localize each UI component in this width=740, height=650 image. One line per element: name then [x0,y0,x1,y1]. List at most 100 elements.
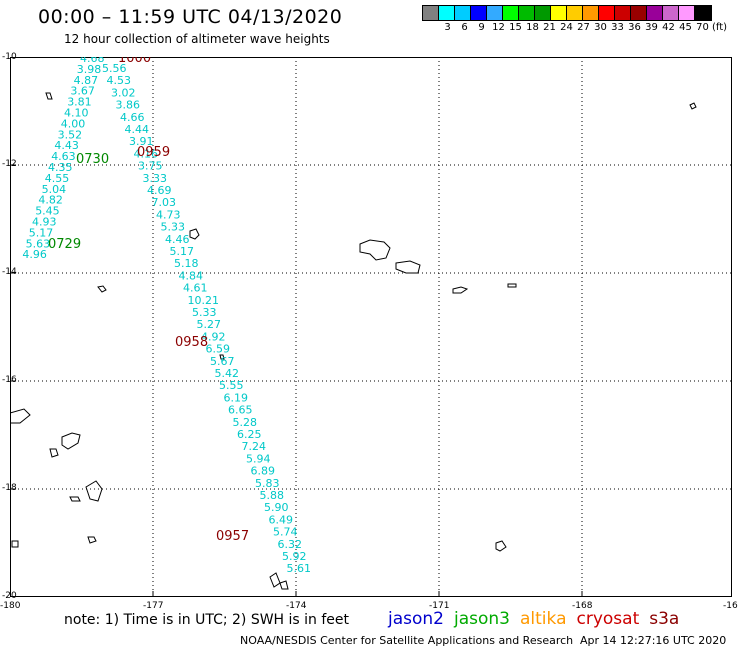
wave-height-value: 6.32 [278,538,303,551]
island-outline [10,408,31,424]
wave-height-value: 5.56 [102,62,127,75]
wave-height-value: 5.88 [260,489,285,502]
wave-height-value: 5.33 [192,306,217,319]
wave-height-value: 4.53 [107,74,132,87]
colorbar-label: 36 [628,22,641,33]
colorbar-legend [422,5,712,21]
wave-height-value: 5.90 [264,501,289,514]
colorbar-swatch [455,6,471,20]
colorbar-label: 42 [662,22,675,33]
credit-line: NOAA/NESDIS Center for Satellite Applica… [240,634,574,647]
pass-time-label: 0729 [48,237,81,252]
colorbar-swatch [663,6,679,20]
wave-height-value: 6.89 [251,465,276,478]
wave-height-value: 5.17 [29,226,54,239]
colorbar-label: 70 [696,22,709,33]
wave-height-value: 4.96 [22,248,47,261]
island-outline [495,540,507,552]
wave-height-value: 6.59 [206,343,231,356]
colorbar-swatch [503,6,519,20]
wave-height-value: 5.63 [26,237,51,250]
wave-height-value: 5.83 [255,477,280,490]
colorbar-label: (ft) [711,22,728,33]
lon-label: -174 [286,601,307,611]
wave-height-value: 5.33 [161,221,186,234]
lat-label: -18 [2,483,17,493]
colorbar-swatch [615,6,631,20]
lat-label: -14 [2,267,17,277]
wave-height-value: 4.55 [45,172,70,185]
wave-height-value: 5.74 [273,526,298,539]
wave-height-value: 3.75 [138,160,163,173]
wave-height-value: 4.00 [61,117,86,130]
colorbar-label: 24 [560,22,573,33]
generation-timestamp: Apr 14 12:27:16 UTC 2020 [580,634,727,647]
wave-height-value: 5.94 [246,452,271,465]
wave-height-value: 3.91 [129,135,154,148]
colorbar-swatch [439,6,455,20]
lon-label: -168 [572,601,593,611]
lat-label: -16 [2,375,17,385]
island-outline [49,448,59,458]
satellite-legend: jason2 jason3 altika cryosat s3a [388,609,679,629]
page-subtitle: 12 hour collection of altimeter wave hei… [64,32,330,46]
wave-height-value: 4.66 [120,111,145,124]
wave-height-value: 6.65 [228,404,253,417]
wave-height-value: 5.28 [233,416,258,429]
island-outline [87,536,97,544]
colorbar-swatch [471,6,487,20]
island-outline [452,286,469,294]
lon-label: -16 [723,601,738,611]
wave-height-value: 3.02 [111,86,136,99]
colorbar-swatch [535,6,551,20]
wave-height-value: 4.44 [125,123,150,136]
wave-height-value: 4.68 [80,57,105,65]
wave-height-value: 4.73 [156,208,181,221]
wave-height-value: 5.17 [170,245,195,258]
wave-height-value: 5.92 [282,550,307,563]
lat-label: -20 [2,591,17,601]
colorbar-label: 12 [492,22,505,33]
page-title: 00:00 – 11:59 UTC 04/13/2020 [38,6,343,28]
island-outline [395,260,421,274]
lon-label: -171 [429,601,450,611]
wave-height-value: 5.55 [219,379,244,392]
wave-height-value: 3.81 [67,96,92,109]
wave-height-value: 6.49 [269,513,294,526]
wave-height-value: 10.21 [188,294,220,307]
colorbar-label: 30 [594,22,607,33]
pass-time-label: 0730 [76,152,109,167]
colorbar-swatch [519,6,535,20]
colorbar-label [422,22,439,33]
island-outline [85,480,103,502]
island-outline [269,572,281,588]
wave-height-value: 3.86 [116,99,141,112]
island-outline [69,496,81,502]
wave-height-value: 4.10 [64,107,89,120]
wave-height-value: 4.93 [32,216,57,229]
wave-height-value: 4.63 [51,150,75,163]
satellite-jason3: jason3 [454,609,510,629]
wave-height-value: 3.52 [58,128,83,141]
colorbar-swatch [647,6,663,20]
wave-height-value: 5.45 [35,205,60,218]
colorbar-swatch [551,6,567,20]
wave-height-value: 4.84 [179,269,204,282]
wave-height-value: 4.82 [38,194,63,207]
satellite-s3a: s3a [649,609,680,629]
colorbar-label: 45 [679,22,692,33]
pass-time-label: 0957 [216,529,249,544]
colorbar-swatch [487,6,503,20]
colorbar-label: 6 [461,22,468,33]
wave-height-value: 3.67 [70,85,95,98]
wave-height-value: 3.33 [143,172,168,185]
wave-height-value: 4.87 [74,74,99,87]
colorbar-label: 18 [526,22,539,33]
wave-height-value: 4.61 [183,282,208,295]
colorbar-label: 9 [478,22,485,33]
wave-height-value: 4.46 [165,233,190,246]
wave-height-value: 6.25 [237,428,262,441]
wave-height-value: 4.43 [54,139,79,152]
colorbar-label: 27 [577,22,590,33]
colorbar-label: 21 [543,22,556,33]
